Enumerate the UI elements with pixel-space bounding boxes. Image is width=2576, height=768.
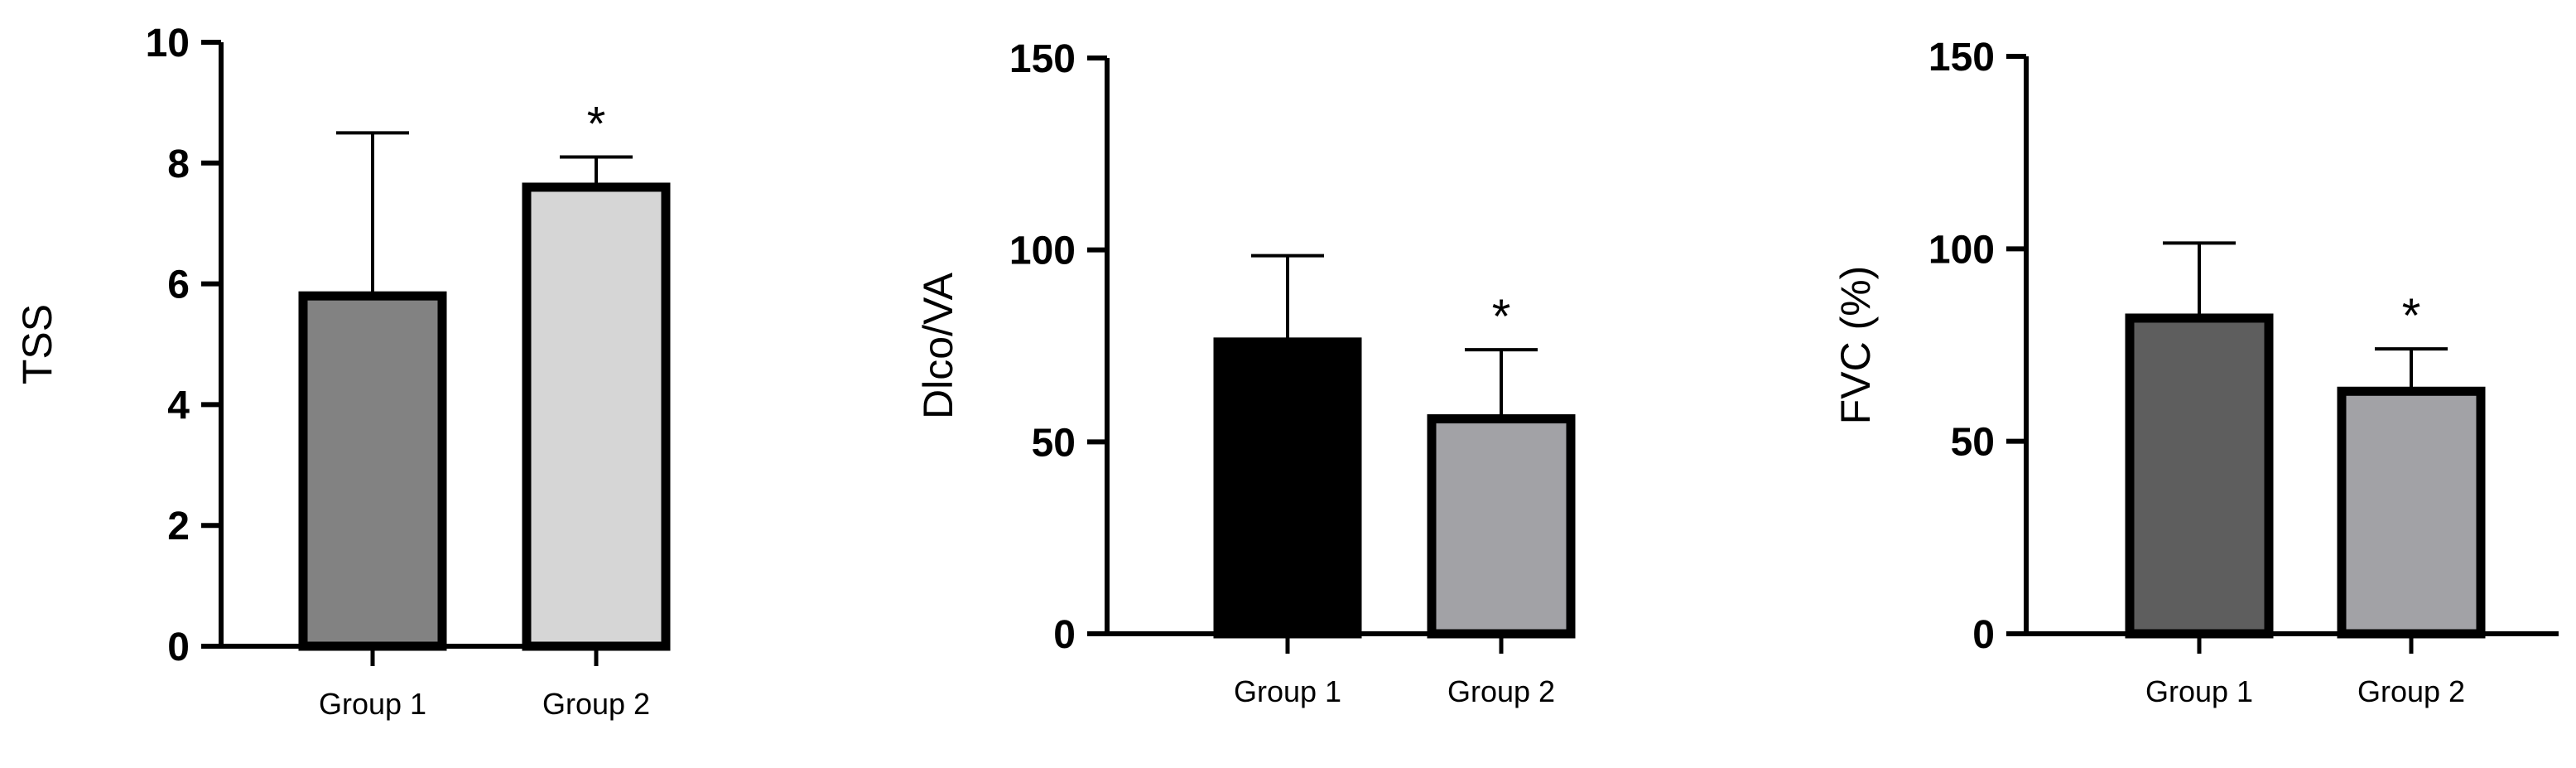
y-tick-label: 4 [167, 384, 190, 427]
y-axis-title: Dlco/VA [915, 272, 961, 419]
y-axis-title: TSS [14, 304, 60, 384]
bar-group-2 [522, 182, 671, 651]
chart-panel-fvc: 0 50 100 150 FVC (%) Group 1 Group 2 * [1832, 36, 2559, 708]
x-category-label: Group 2 [1447, 674, 1555, 708]
y-tick-label: 150 [1009, 37, 1076, 81]
significance-marker: * [1492, 290, 1511, 344]
significance-marker: * [2402, 289, 2421, 343]
chart-panel-dlco-va: 0 50 100 150 Dlco/VA Group 1 Group 2 * [915, 37, 1576, 708]
y-tick-label: 50 [1032, 421, 1076, 465]
bar-group-1 [2125, 313, 2274, 639]
y-tick-label: 0 [167, 626, 190, 669]
x-category-label: Group 1 [2145, 674, 2253, 708]
y-tick-label: 100 [1009, 229, 1076, 273]
x-category-label: Group 2 [542, 687, 650, 721]
y-tick-label: 100 [1928, 228, 1995, 272]
significance-marker: * [587, 98, 606, 152]
x-category-label: Group 2 [2357, 674, 2465, 708]
x-category-label: Group 1 [319, 687, 426, 721]
y-axis-title: FVC (%) [1832, 266, 1879, 425]
x-category-label: Group 1 [1234, 674, 1341, 708]
chart-panel-tss: 0 2 4 6 8 10 TSS Group 1 Group 2 * [14, 22, 671, 721]
y-tick-label: 150 [1928, 36, 1995, 80]
y-tick-label: 0 [1053, 613, 1076, 657]
y-tick-label: 8 [167, 142, 190, 186]
bar-group-1 [1213, 337, 1362, 639]
y-tick-label: 50 [1951, 421, 1995, 465]
y-tick-label: 6 [167, 263, 190, 307]
y-tick-label: 10 [146, 22, 190, 65]
bar-group-2 [1427, 414, 1576, 639]
bar-group-2 [2337, 386, 2486, 639]
bar-group-1 [298, 291, 447, 651]
y-tick-label: 0 [1972, 613, 1995, 657]
y-tick-label: 2 [167, 505, 190, 548]
